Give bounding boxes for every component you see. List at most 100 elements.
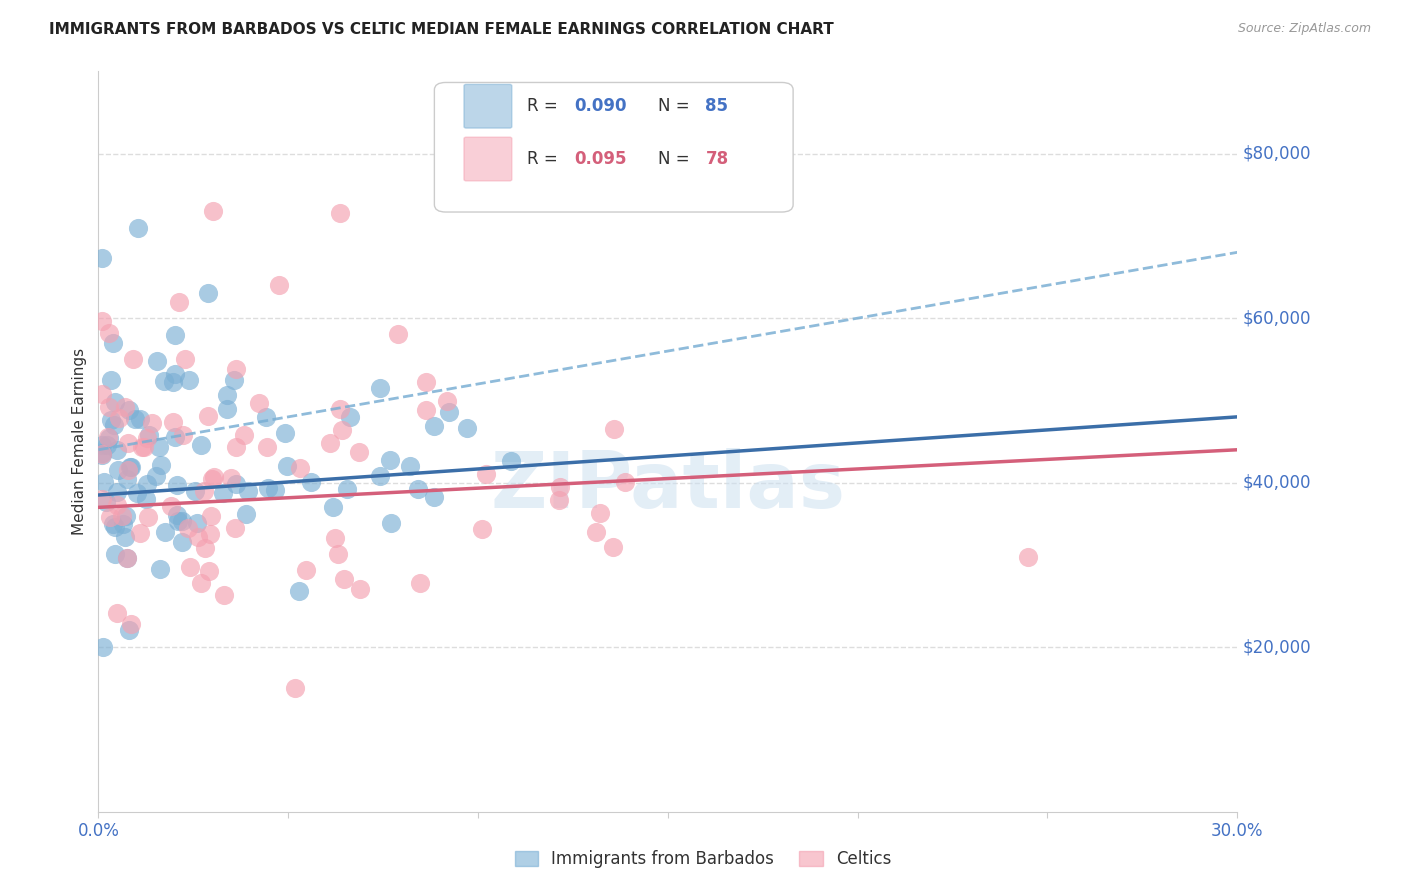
Point	[108, 411, 131, 425]
Point	[408, 575, 430, 590]
Point	[105, 606, 128, 620]
Point	[212, 589, 235, 603]
Point	[202, 204, 225, 219]
Point	[163, 327, 186, 342]
Point	[104, 395, 127, 409]
Point	[288, 460, 311, 475]
Point	[332, 572, 354, 586]
Point	[197, 564, 219, 578]
Point	[115, 508, 138, 523]
Point	[104, 520, 127, 534]
Point	[93, 475, 115, 489]
Point	[326, 547, 349, 561]
Point	[100, 372, 122, 386]
Point	[135, 477, 157, 491]
Point	[115, 551, 138, 566]
Point	[212, 486, 235, 500]
Text: 78: 78	[706, 150, 728, 168]
Point	[179, 559, 201, 574]
Point	[588, 507, 610, 521]
Point	[138, 428, 160, 442]
Point	[202, 470, 225, 484]
Point	[132, 440, 155, 454]
Point	[153, 525, 176, 540]
Point	[114, 530, 136, 544]
Point	[197, 409, 219, 423]
Point	[146, 354, 169, 368]
Point	[117, 472, 139, 486]
Point	[124, 411, 146, 425]
Point	[215, 402, 238, 417]
Point	[162, 375, 184, 389]
Point	[167, 294, 190, 309]
Point	[129, 525, 152, 540]
Point	[91, 387, 114, 401]
Point	[172, 514, 194, 528]
Point	[152, 374, 174, 388]
Text: IMMIGRANTS FROM BARBADOS VS CELTIC MEDIAN FEMALE EARNINGS CORRELATION CHART: IMMIGRANTS FROM BARBADOS VS CELTIC MEDIA…	[49, 22, 834, 37]
Point	[101, 516, 124, 531]
Point	[603, 421, 626, 435]
Point	[198, 526, 221, 541]
Point	[256, 481, 278, 495]
Point	[98, 509, 121, 524]
Point	[135, 492, 157, 507]
Point	[149, 458, 172, 472]
Point	[415, 375, 437, 389]
Point	[415, 403, 437, 417]
Point	[194, 541, 217, 556]
Point	[91, 492, 114, 507]
Point	[101, 335, 124, 350]
Point	[349, 582, 371, 596]
Point	[273, 426, 295, 441]
Y-axis label: Median Female Earnings: Median Female Earnings	[72, 348, 87, 535]
Point	[368, 381, 391, 395]
Point	[97, 326, 120, 340]
Point	[474, 467, 496, 481]
Point	[98, 431, 121, 445]
Point	[471, 522, 494, 536]
Point	[105, 485, 128, 500]
Point	[91, 251, 114, 265]
Point	[118, 403, 141, 417]
Point	[136, 431, 159, 445]
Point	[173, 352, 195, 367]
Point	[163, 430, 186, 444]
Point	[614, 475, 637, 489]
Point	[602, 541, 624, 555]
Point	[91, 447, 114, 461]
Point	[100, 413, 122, 427]
Point	[336, 482, 359, 496]
Text: N =: N =	[658, 97, 695, 115]
Text: $60,000: $60,000	[1243, 310, 1312, 327]
Point	[105, 443, 128, 458]
Text: 0.090: 0.090	[575, 97, 627, 115]
Point	[148, 440, 170, 454]
Point	[276, 458, 298, 473]
Point	[1018, 549, 1040, 564]
Point	[96, 438, 118, 452]
Point	[436, 394, 458, 409]
Point	[233, 428, 256, 442]
Point	[439, 405, 461, 419]
Point	[186, 530, 208, 544]
Text: Source: ZipAtlas.com: Source: ZipAtlas.com	[1237, 22, 1371, 36]
Point	[190, 438, 212, 452]
Point	[186, 516, 208, 530]
Point	[222, 373, 245, 387]
Point	[190, 576, 212, 591]
Point	[193, 483, 215, 498]
Point	[103, 417, 125, 432]
Point	[120, 459, 142, 474]
Point	[93, 640, 115, 655]
Point	[115, 551, 138, 566]
Point	[215, 388, 238, 402]
Point	[288, 584, 311, 599]
Text: 85: 85	[706, 97, 728, 115]
Point	[117, 436, 139, 450]
Point	[136, 509, 159, 524]
Point	[422, 419, 444, 434]
Point	[329, 206, 352, 220]
Point	[256, 441, 278, 455]
Point	[548, 480, 571, 494]
